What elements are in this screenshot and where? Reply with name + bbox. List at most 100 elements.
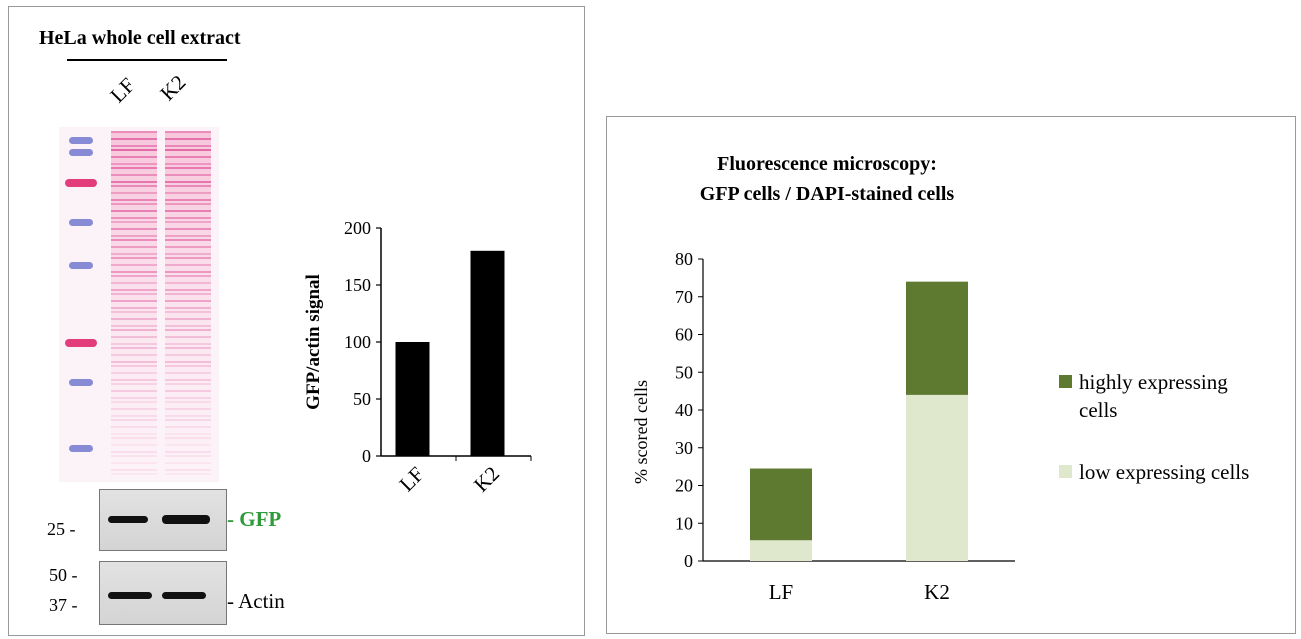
ladder-band — [69, 137, 93, 144]
y-tick-label: 0 — [362, 446, 371, 466]
stain-band — [111, 221, 157, 223]
stain-band — [165, 379, 211, 381]
stain-band — [165, 235, 211, 237]
stain-band — [111, 473, 157, 475]
stain-band — [111, 451, 157, 453]
stain-band — [165, 419, 211, 421]
stain-band — [165, 239, 211, 241]
stain-band — [111, 167, 157, 169]
stain-band — [111, 401, 157, 403]
fluorescence-microscopy-panel: Fluorescence microscopy: GFP cells / DAP… — [606, 116, 1296, 634]
stain-band — [111, 343, 157, 345]
stain-band — [165, 289, 211, 291]
y-tick-label: 80 — [675, 249, 693, 269]
y-tick-label: 40 — [675, 400, 693, 420]
stain-band — [111, 264, 157, 266]
y-tick-label: 30 — [675, 438, 693, 458]
stain-band — [111, 354, 157, 356]
actin-band-k2 — [162, 592, 206, 599]
stain-band — [165, 307, 211, 309]
stain-band — [165, 365, 211, 367]
stain-band — [165, 181, 211, 183]
stain-band — [165, 300, 211, 302]
stain-band — [111, 271, 157, 273]
stain-band — [111, 325, 157, 327]
stain-band — [111, 455, 157, 457]
stain-band — [165, 372, 211, 374]
y-tick-label: 150 — [344, 275, 371, 295]
stain-band — [165, 163, 211, 165]
stain-band — [111, 419, 157, 421]
stain-band — [111, 131, 157, 133]
stain-band — [165, 311, 211, 313]
x-tick-label: LF — [394, 462, 428, 496]
chart2-title: Fluorescence microscopy: — [717, 153, 937, 175]
actin-marker-37: 37 - — [49, 595, 78, 615]
stain-band — [165, 253, 211, 255]
stain-band — [165, 264, 211, 266]
stain-band — [165, 469, 211, 471]
stain-band — [111, 318, 157, 320]
stain-band — [165, 318, 211, 320]
gfp-label: - GFP — [227, 507, 282, 531]
stain-band — [111, 239, 157, 241]
stain-band — [111, 210, 157, 212]
legend-label: highly expressing — [1079, 370, 1228, 394]
stain-band — [165, 354, 211, 356]
stain-band — [165, 199, 211, 201]
y-tick-label: 0 — [684, 551, 693, 571]
stain-band — [111, 347, 157, 349]
stain-band — [111, 282, 157, 284]
chart2-subtitle: GFP cells / DAPI-stained cells — [699, 183, 955, 205]
stain-band — [111, 462, 157, 464]
bar-lf — [395, 342, 430, 456]
stain-band — [165, 361, 211, 363]
actin-label: - Actin — [227, 589, 285, 613]
stain-band — [165, 271, 211, 273]
y-tick-label: 200 — [344, 218, 371, 238]
stain-band — [111, 433, 157, 435]
y-tick-label: 70 — [675, 287, 693, 307]
ladder-band — [69, 149, 93, 156]
y-tick-label: 50 — [675, 362, 693, 382]
stain-band — [111, 185, 157, 187]
stain-band — [111, 253, 157, 255]
stain-band — [165, 415, 211, 417]
stain-band — [111, 228, 157, 230]
stain-band — [111, 379, 157, 381]
stain-band — [111, 426, 157, 428]
stain-band — [165, 390, 211, 392]
stain-band — [111, 217, 157, 219]
stain-band — [111, 163, 157, 165]
stain-band — [165, 156, 211, 158]
stain-band — [111, 257, 157, 259]
x-tick-label: LF — [769, 580, 794, 604]
stain-band — [165, 257, 211, 259]
blot-title: HeLa whole cell extract — [39, 27, 241, 49]
stain-band — [111, 293, 157, 295]
bar-lf-series-0 — [750, 540, 812, 561]
ladder-band — [69, 219, 93, 226]
stain-band — [111, 397, 157, 399]
stain-band — [165, 145, 211, 147]
y-tick-label: 100 — [344, 332, 371, 352]
stain-band — [111, 361, 157, 363]
fluorescence-chart: 0 10 20 30 40 50 60 70 80 LF K2 % scored cells highl… — [631, 249, 1249, 604]
stain-band — [165, 217, 211, 219]
stain-band — [165, 149, 211, 151]
stain-band — [111, 408, 157, 410]
bar-k2 — [470, 250, 505, 456]
stain-band — [165, 275, 211, 277]
stain-band — [111, 174, 157, 176]
stain-band — [165, 455, 211, 457]
stain-band — [111, 138, 157, 140]
stain-band — [165, 336, 211, 338]
stain-band — [111, 149, 157, 151]
stain-band — [165, 347, 211, 349]
gfp-actin-chart: 0 50 100 150 200 LF K2 GFP/actin signal — [303, 218, 532, 497]
stain-band — [111, 415, 157, 417]
stain-band — [165, 174, 211, 176]
lane-label-lf: LF — [105, 72, 140, 108]
lane-label-k2: K2 — [155, 70, 191, 106]
stain-band — [165, 221, 211, 223]
